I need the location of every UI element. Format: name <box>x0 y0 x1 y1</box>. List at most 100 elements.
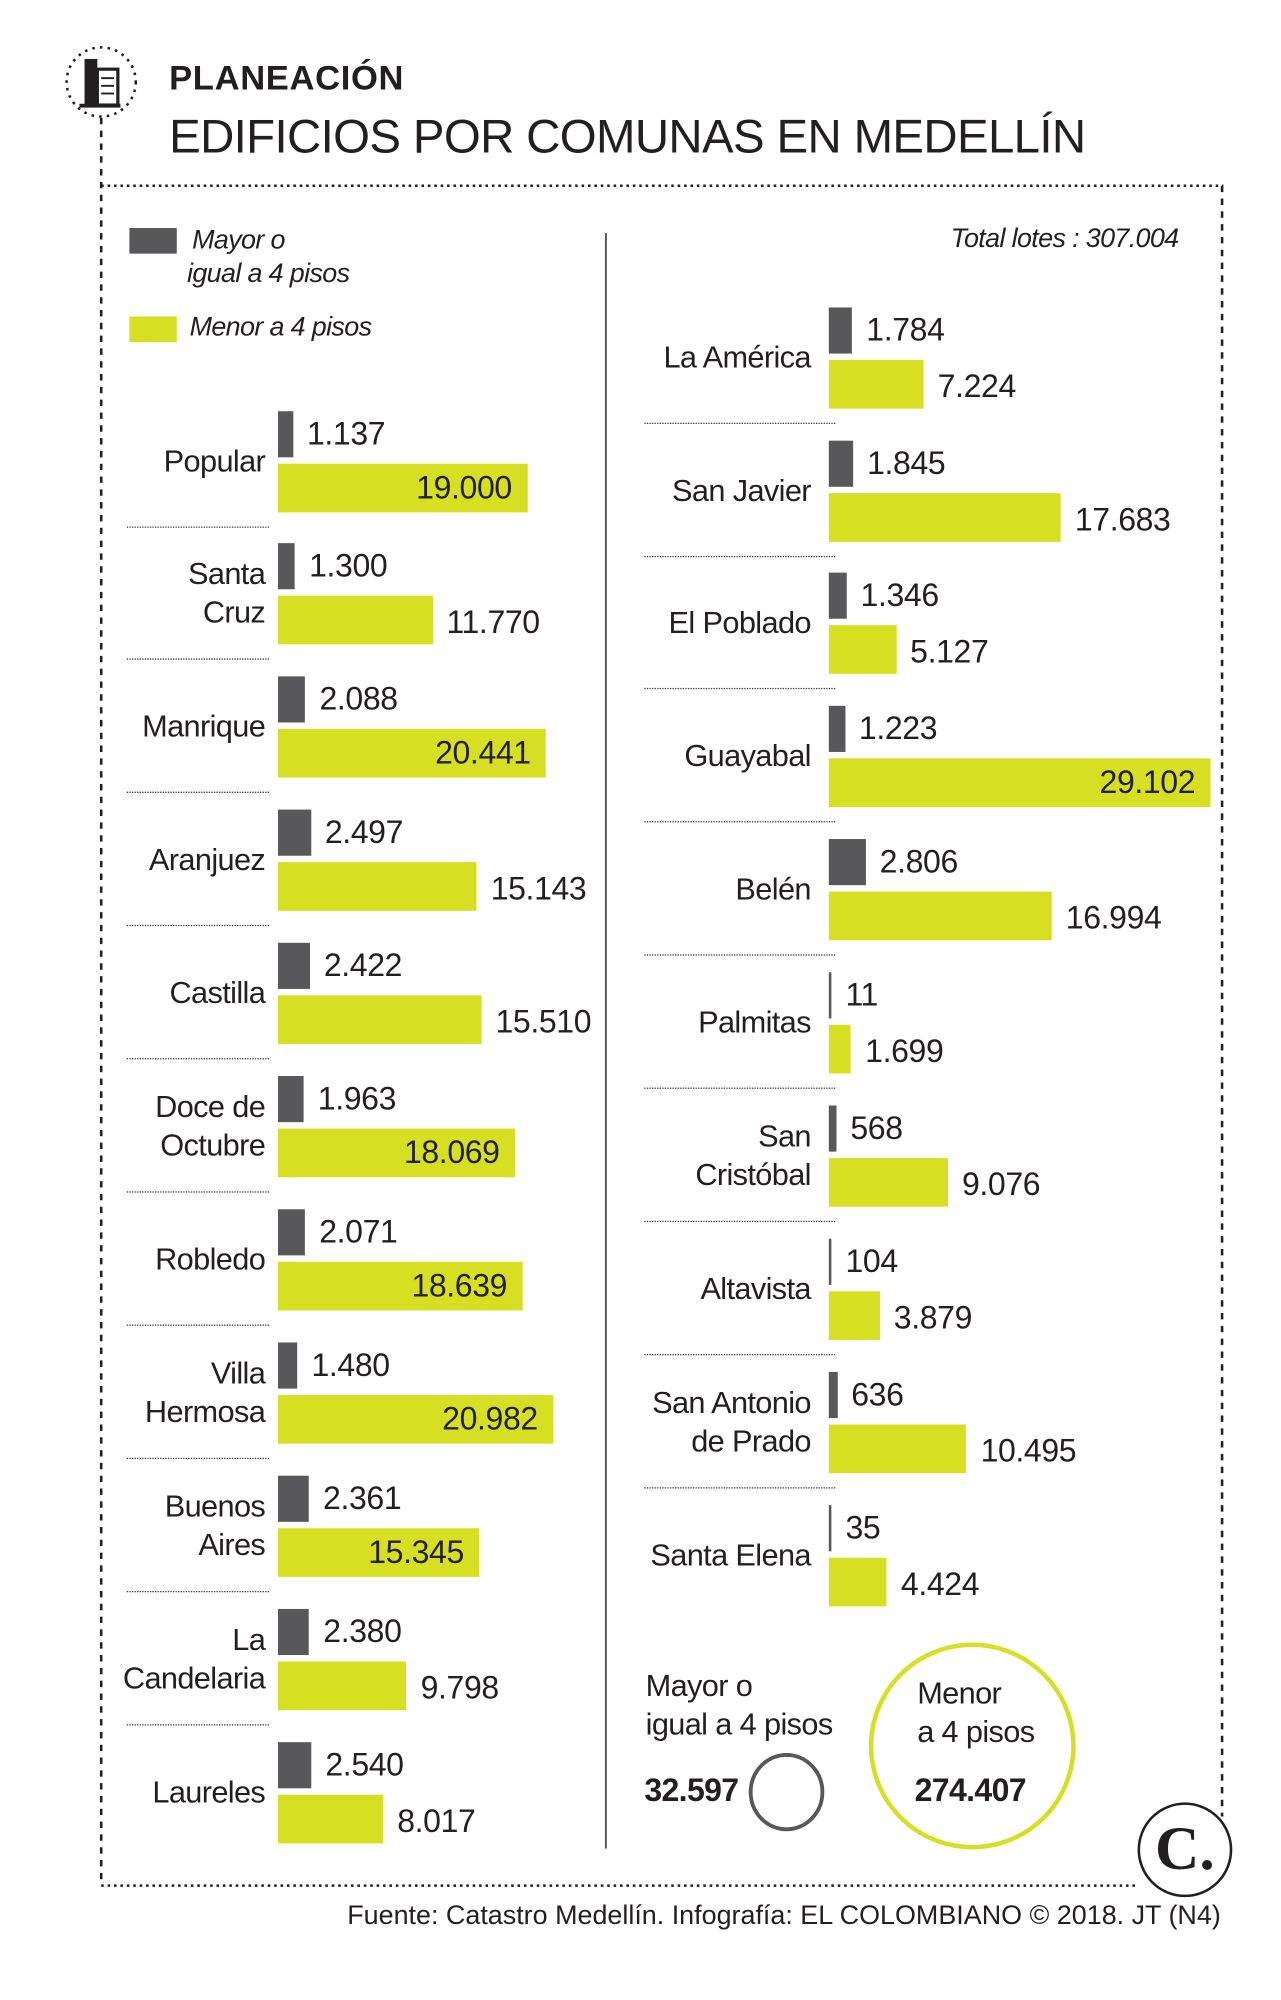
value-label-menor: 18.639 <box>411 1268 508 1305</box>
summary-menor-label: Menor a 4 pisos <box>917 1676 1035 1750</box>
value-label-menor: 15.345 <box>368 1534 464 1571</box>
category-label: Castilla <box>169 976 266 1011</box>
value-label-mayor: 636 <box>851 1377 904 1413</box>
legend-dark-line2: igual a 4 pisos <box>187 258 350 289</box>
bar-menor <box>828 625 897 674</box>
logo-circle <box>1137 1802 1233 1898</box>
bar-mayor <box>828 1505 832 1552</box>
value-label-menor: 1.699 <box>865 1033 944 1070</box>
value-label-mayor: 1.300 <box>309 548 388 585</box>
bar-mayor <box>277 1209 306 1256</box>
bar-menor <box>277 728 547 778</box>
value-label-menor: 9.798 <box>420 1670 500 1707</box>
bar-menor <box>277 862 477 911</box>
summary-mayor-label: Mayor o igual a 4 pisos <box>645 1669 834 1743</box>
bar-menor <box>277 1395 554 1444</box>
page-title: EDIFICIOS POR COMUNAS EN MEDELLÍN <box>169 110 1086 163</box>
row-separator <box>126 791 270 793</box>
row-separator <box>126 1724 270 1726</box>
value-label-mayor: 1.784 <box>866 312 945 349</box>
legend-yellow: Menor a 4 pisos <box>189 312 372 343</box>
category-label: Villa Hermosa <box>144 1356 266 1430</box>
value-label-mayor: 568 <box>850 1110 903 1147</box>
category-label: Santa Elena <box>650 1538 811 1574</box>
bar-menor <box>828 1158 948 1207</box>
row-separator <box>644 954 836 956</box>
bar-mayor <box>277 676 306 723</box>
value-label-menor: 15.510 <box>495 1004 592 1041</box>
row-separator <box>644 687 836 690</box>
category-label: Robledo <box>155 1242 266 1278</box>
bar-mayor <box>828 1238 832 1285</box>
category-label: Laureles <box>152 1775 266 1811</box>
bar-menor <box>277 995 482 1045</box>
bar-menor <box>828 1557 887 1607</box>
bar-mayor <box>828 1105 837 1152</box>
value-label-menor: 20.441 <box>435 735 531 772</box>
category-label: Guayabal <box>684 739 811 774</box>
bar-mayor <box>277 1742 312 1789</box>
header-icon-ring <box>65 46 138 118</box>
summary-menor-value: 274.407 <box>914 1772 1027 1809</box>
value-label-mayor: 104 <box>845 1243 898 1280</box>
row-separator <box>126 1457 270 1460</box>
bar-mayor <box>828 1371 838 1419</box>
category-label: Manrique <box>142 709 266 745</box>
summary-circle-menor <box>868 1642 1076 1850</box>
value-label-mayor: 2.361 <box>323 1480 402 1517</box>
bar-menor <box>828 1291 880 1340</box>
value-label-mayor: 35 <box>845 1510 881 1547</box>
category-label: San Antonio de Prado <box>652 1386 811 1460</box>
value-label-mayor: 2.540 <box>325 1747 404 1784</box>
value-label-mayor: 2.806 <box>879 844 959 881</box>
row-separator <box>644 1220 836 1223</box>
value-label-menor: 9.076 <box>961 1166 1041 1203</box>
row-separator <box>126 1058 270 1060</box>
bar-menor <box>277 595 433 645</box>
bar-mayor <box>277 1608 310 1656</box>
bar-mayor <box>828 307 853 354</box>
bar-mayor <box>828 572 847 619</box>
value-label-menor: 15.143 <box>490 871 587 907</box>
bar-menor <box>828 493 1061 542</box>
value-label-menor: 19.000 <box>416 470 512 506</box>
value-label-menor: 29.102 <box>1099 764 1196 801</box>
bar-mayor <box>277 411 293 458</box>
row-separator <box>126 658 270 660</box>
row-separator <box>126 526 270 528</box>
bar-mayor <box>277 809 311 856</box>
value-label-menor: 7.224 <box>937 368 1017 405</box>
bar-mayor <box>277 543 296 590</box>
category-label: La Candelaria <box>122 1623 266 1697</box>
legend-swatch-yellow <box>129 316 177 343</box>
bar-menor <box>828 1424 967 1474</box>
row-separator <box>644 821 836 823</box>
value-label-menor: 16.994 <box>1065 900 1162 937</box>
value-label-mayor: 1.137 <box>306 416 386 453</box>
bar-mayor <box>828 440 854 487</box>
legend-swatch-dark <box>129 228 177 254</box>
value-label-mayor: 2.071 <box>319 1214 398 1251</box>
bar-mayor <box>828 972 832 1019</box>
bar-menor <box>828 1024 852 1074</box>
category-label: San Javier <box>672 473 811 509</box>
value-label-mayor: 1.480 <box>311 1347 390 1384</box>
value-label-mayor: 2.497 <box>324 814 404 851</box>
category-label: San Cristóbal <box>695 1119 811 1193</box>
bar-mayor <box>828 705 845 752</box>
row-separator <box>126 924 270 927</box>
bar-menor <box>277 1661 407 1711</box>
row-separator <box>644 1354 836 1356</box>
category-label: Palmitas <box>698 1005 811 1041</box>
value-label-mayor: 1.223 <box>858 710 938 747</box>
value-label-menor: 3.879 <box>893 1300 973 1337</box>
bar-menor <box>277 1128 515 1178</box>
value-label-menor: 11.770 <box>446 604 540 641</box>
value-label-menor: 20.982 <box>442 1401 538 1438</box>
section-kicker: PLANEACIÓN <box>169 58 405 98</box>
bar-mayor <box>277 1475 309 1522</box>
bar-mayor <box>828 839 866 886</box>
value-label-menor: 17.683 <box>1074 502 1171 539</box>
